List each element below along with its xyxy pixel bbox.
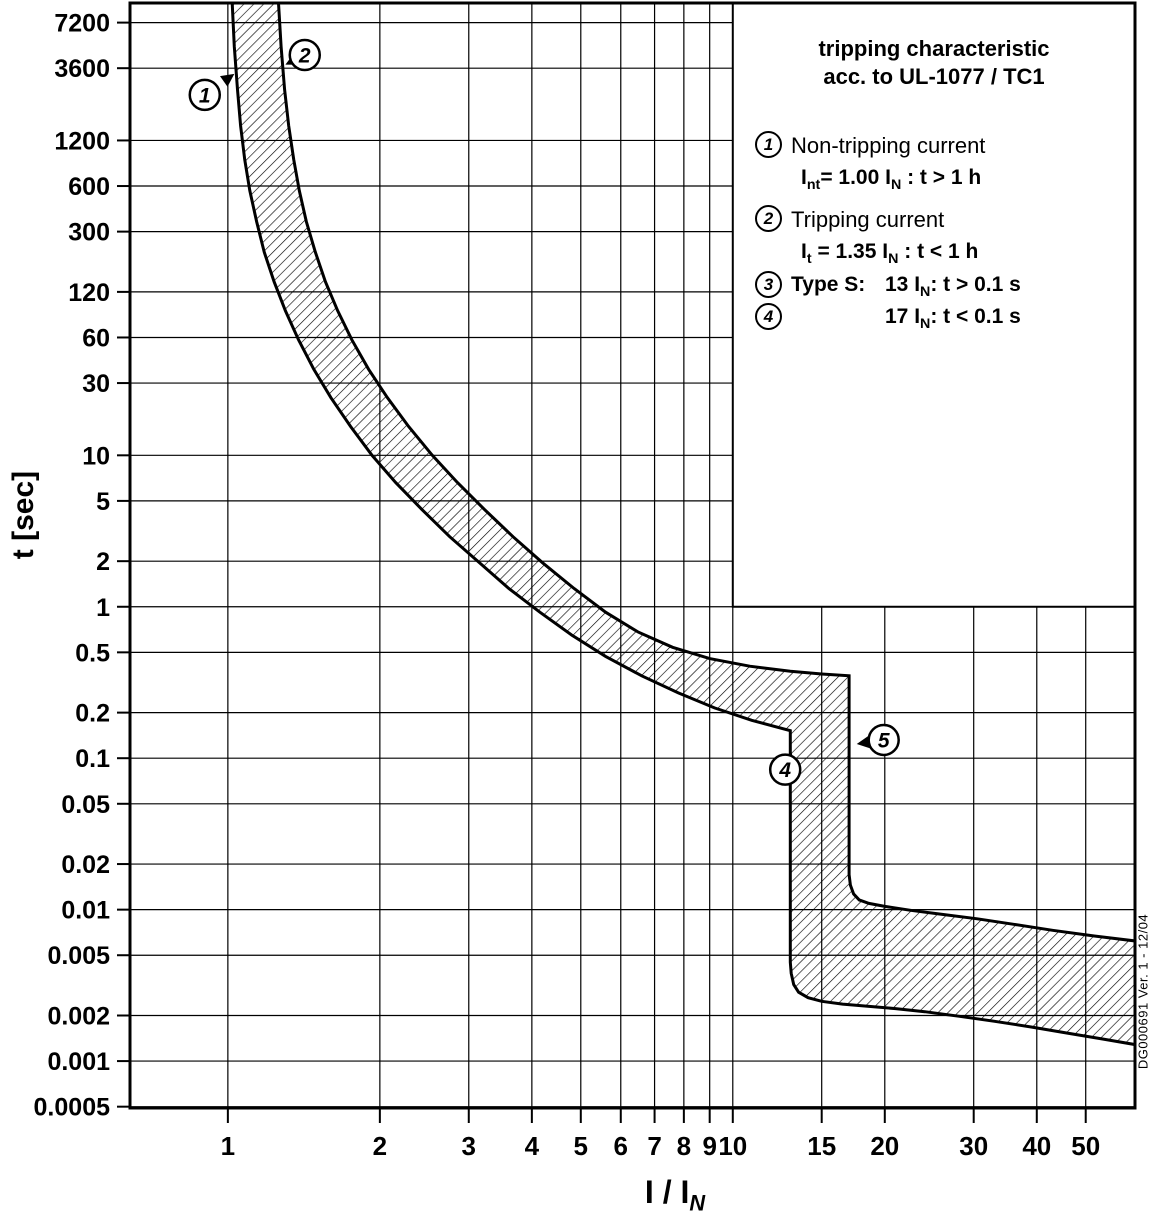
tick-labels: 7200360012006003001206030105210.50.20.10… [34, 10, 1101, 1161]
x-tick-label: 10 [718, 1131, 747, 1161]
y-tick-label: 1 [96, 594, 110, 622]
y-tick-label: 1200 [54, 127, 110, 155]
x-tick-label: 40 [1022, 1131, 1051, 1161]
x-tick-label: 7 [647, 1131, 661, 1161]
legend-title-line2: acc. to UL-1077 / TC1 [823, 64, 1045, 89]
marker-number-5: 5 [878, 729, 890, 752]
x-tick-label: 3 [462, 1131, 476, 1161]
y-tick-label: 10 [82, 442, 110, 470]
legend-item-3-formula: 13 IN: t > 0.1 s [885, 273, 1021, 301]
legend-item-2-badge: 2 [755, 205, 782, 232]
marker-arrow-icon [220, 73, 235, 87]
marker-circle-4 [768, 753, 802, 786]
non-tripping-boundary-curve [230, 3, 1135, 1047]
y-tick-label: 0.1 [75, 745, 110, 773]
y-axis-title: t [sec] [7, 470, 40, 560]
marker-number-2: 2 [298, 44, 311, 67]
y-tick-label: 300 [68, 219, 110, 247]
y-tick-label: 0.01 [61, 897, 110, 925]
legend-item-1-formula: Int= 1.00 IN : t > 1 h [801, 166, 982, 194]
x-tick-label: 4 [525, 1131, 540, 1161]
legend-item-2-label: Tripping current [791, 207, 945, 232]
y-tick-label: 7200 [54, 10, 110, 38]
y-tick-label: 0.5 [75, 639, 110, 667]
legend: tripping characteristic acc. to UL-1077 … [733, 3, 1135, 607]
tripping-boundary-curve [277, 3, 1135, 943]
marker-arrow-icon [856, 735, 871, 749]
x-tick-label: 20 [870, 1131, 899, 1161]
x-tick-label: 2 [373, 1131, 387, 1161]
marker-number-1: 1 [199, 84, 211, 107]
marker-circle-5 [867, 723, 900, 757]
x-tick-label: 30 [959, 1131, 988, 1161]
y-tick-label: 30 [82, 370, 110, 398]
x-tick-label: 50 [1071, 1131, 1100, 1161]
tripping-band [230, 3, 1135, 1047]
legend-title-line1: tripping characteristic [818, 36, 1050, 61]
marker-circle-2 [288, 38, 322, 72]
curve-markers: 1 2 4 5 [188, 38, 900, 786]
legend-item-4-formula: 17 IN: t < 0.1 s [885, 305, 1021, 333]
document-id-note: DG000691 Ver. 1 - 12/04 [1135, 913, 1150, 1070]
legend-item-2-formula: It = 1.35 IN : t < 1 h [801, 240, 979, 268]
y-tick-label: 3600 [54, 55, 110, 83]
legend-box [731, 2, 1137, 608]
legend-item-1-label: Non-tripping current [791, 133, 986, 158]
legend-title: tripping characteristic acc. to UL-1077 … [733, 35, 1135, 91]
y-tick-label: 0.05 [61, 791, 110, 819]
x-axis-title: I / IN [644, 1174, 706, 1216]
y-tick-label: 0.2 [75, 700, 110, 728]
legend-item-1-badge: 1 [755, 131, 782, 158]
x-tick-label: 5 [574, 1131, 588, 1161]
marker-circle-1 [188, 78, 222, 112]
legend-item-4-badge: 4 [755, 303, 782, 330]
x-tick-label: 6 [614, 1131, 628, 1161]
y-tick-label: 600 [68, 173, 110, 201]
x-tick-label: 15 [807, 1131, 836, 1161]
plot-frame [128, 1, 1137, 1110]
marker-number-4: 4 [778, 759, 791, 782]
y-tick-label: 60 [82, 324, 110, 352]
y-tick-label: 0.0005 [34, 1094, 111, 1122]
legend-item-3-badge: 3 [755, 271, 782, 298]
y-tick-label: 0.02 [61, 851, 110, 879]
y-tick-label: 0.002 [47, 1002, 110, 1030]
x-tick-label: 8 [677, 1131, 691, 1161]
y-tick-label: 2 [96, 548, 110, 576]
y-tick-label: 0.001 [47, 1048, 110, 1076]
y-tick-label: 0.005 [47, 942, 110, 970]
x-tick-label: 9 [702, 1131, 716, 1161]
y-tick-label: 5 [96, 488, 110, 516]
legend-item-3-label: Type S: [791, 273, 866, 296]
x-tick-label: 1 [221, 1131, 235, 1161]
y-tick-label: 120 [68, 279, 110, 307]
